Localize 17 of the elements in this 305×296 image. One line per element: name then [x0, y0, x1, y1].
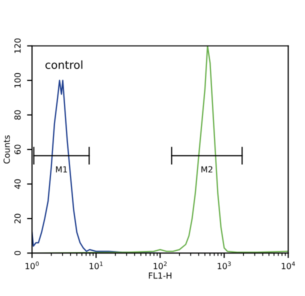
y-tick-label: 40	[14, 179, 21, 189]
y-tick-label: 120	[14, 38, 21, 53]
x-tick-label: 10$^{0}$	[26, 262, 39, 270]
x-tick-label: 10$^{1}$	[90, 262, 103, 270]
x-axis-title: FL1-H	[148, 272, 172, 279]
y-tick-label: 80	[14, 110, 21, 120]
x-tick-label: 10$^{4}$	[282, 262, 295, 270]
y-tick-label: 20	[14, 214, 21, 224]
annotation: control	[45, 60, 82, 69]
y-axis-title: Counts	[4, 135, 10, 164]
y-tick-label: 60	[14, 144, 21, 154]
x-tick-label: 10$^{3}$	[218, 262, 231, 270]
x-tick-label: 10$^{2}$	[154, 262, 167, 270]
annotation: M2	[201, 166, 212, 172]
y-tick-label: 0	[14, 250, 21, 256]
annotation: M1	[56, 166, 67, 172]
y-tick-label: 100	[14, 73, 21, 88]
